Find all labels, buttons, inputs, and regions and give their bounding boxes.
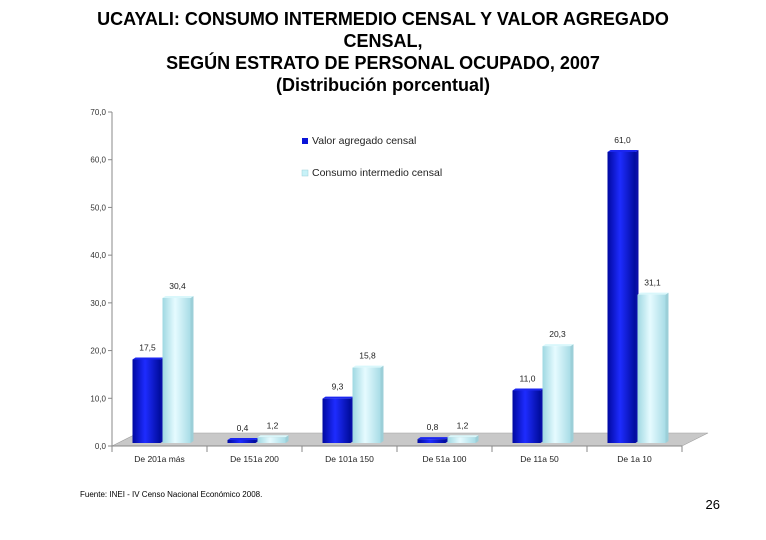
y-tick-label: 30,0 <box>90 299 106 308</box>
x-tick-label: De 201a más <box>134 454 185 464</box>
bar-valor-agregado <box>227 440 256 443</box>
bar-top <box>132 357 164 360</box>
data-label: 30,4 <box>169 281 186 291</box>
data-label: 17,5 <box>139 343 156 353</box>
bar-top <box>162 295 194 298</box>
data-label: 1,2 <box>267 420 279 430</box>
page-number: 26 <box>705 497 720 512</box>
bar-top <box>607 149 639 152</box>
bar-side <box>665 292 669 443</box>
title-line-1: UCAYALI: CONSUMO INTERMEDIO CENSAL Y VAL… <box>97 9 669 29</box>
bar-valor-agregado <box>132 359 161 443</box>
x-tick-label: De 51a 100 <box>423 454 467 464</box>
title-line-2: CENSAL, <box>343 31 423 51</box>
bar-consumo-intermedio <box>542 346 571 443</box>
x-tick-label: De 101a 150 <box>325 454 374 464</box>
bar-top <box>322 396 354 399</box>
bar-consumo-intermedio <box>447 437 476 443</box>
bar-side <box>190 295 194 443</box>
data-label: 0,8 <box>427 422 439 432</box>
bar-consumo-intermedio <box>637 294 666 443</box>
bar-top <box>417 437 449 440</box>
data-label: 31,1 <box>644 278 661 288</box>
legend-swatch <box>301 169 309 177</box>
title-line-3: SEGÚN ESTRATO DE PERSONAL OCUPADO, 2007 <box>166 53 600 73</box>
bar-consumo-intermedio <box>257 437 286 443</box>
bar-valor-agregado <box>417 439 446 443</box>
y-tick-label: 50,0 <box>90 203 106 212</box>
bar-side <box>570 344 574 443</box>
y-tick-label: 10,0 <box>90 394 106 403</box>
data-label: 9,3 <box>332 382 344 392</box>
y-tick-label: 70,0 <box>90 108 106 117</box>
legend-swatch <box>302 138 308 144</box>
chart-title: UCAYALI: CONSUMO INTERMEDIO CENSAL Y VAL… <box>0 8 766 96</box>
data-label: 1,2 <box>457 420 469 430</box>
bar-valor-agregado <box>322 398 351 443</box>
bar-top <box>257 435 289 438</box>
x-tick-label: De 11a 50 <box>520 454 559 464</box>
bar-top <box>637 292 669 295</box>
legend-label: Valor agregado censal <box>312 135 416 147</box>
bar-side <box>285 435 289 443</box>
y-tick-label: 60,0 <box>90 156 106 165</box>
bar-top <box>512 388 544 391</box>
y-tick-label: 0,0 <box>95 442 107 451</box>
bar-consumo-intermedio <box>352 367 381 443</box>
data-label: 61,0 <box>614 135 631 145</box>
y-tick-label: 20,0 <box>90 347 106 356</box>
source-note: Fuente: INEI - IV Censo Nacional Económi… <box>80 490 263 499</box>
legend-label: Consumo intermedio censal <box>312 167 442 179</box>
bar-top <box>542 344 574 347</box>
bar-valor-agregado <box>512 390 541 443</box>
data-label: 0,4 <box>237 423 249 433</box>
x-tick-label: De 1a 10 <box>617 454 652 464</box>
bar-side <box>475 435 479 443</box>
data-label: 20,3 <box>549 329 566 339</box>
bar-top <box>227 438 259 440</box>
data-label: 15,8 <box>359 351 376 361</box>
bar-side <box>380 365 384 443</box>
x-tick-label: De 151a 200 <box>230 454 279 464</box>
y-tick-label: 40,0 <box>90 251 106 260</box>
title-line-4: (Distribución porcentual) <box>275 75 490 95</box>
bar-top <box>352 365 384 368</box>
bar-valor-agregado <box>607 151 636 443</box>
data-label: 11,0 <box>520 374 536 384</box>
bar-top <box>447 435 479 438</box>
bar-consumo-intermedio <box>162 297 191 443</box>
